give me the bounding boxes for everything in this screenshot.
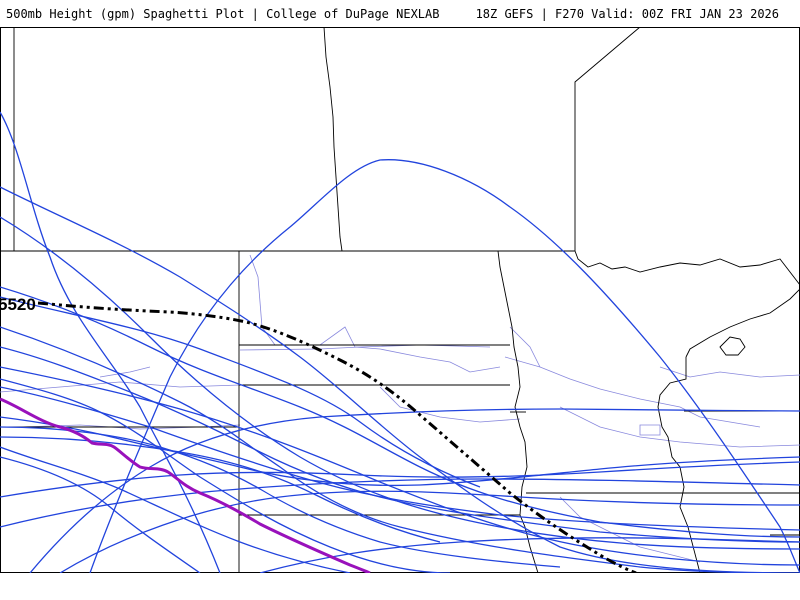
member-contour bbox=[0, 478, 800, 528]
member-contour bbox=[0, 456, 201, 573]
member-contour bbox=[0, 416, 800, 487]
model-run-info: 18Z GEFS | F270 Valid: 00Z FRI JAN 23 20… bbox=[475, 7, 779, 21]
member-contour bbox=[0, 446, 351, 573]
state-border bbox=[574, 27, 641, 251]
state-border bbox=[323, 27, 343, 252]
river-line bbox=[249, 254, 501, 373]
map-canvas: 5520 bbox=[0, 27, 800, 573]
member-contour bbox=[0, 378, 451, 573]
highlighted-member-contour bbox=[0, 397, 371, 573]
road-line bbox=[239, 344, 491, 351]
state-border bbox=[657, 357, 701, 573]
map-title: 500mb Height (gpm) Spaghetti Plot | Coll… bbox=[6, 7, 440, 21]
member-contour bbox=[59, 490, 800, 573]
member-contour bbox=[0, 461, 800, 498]
member-contour bbox=[0, 286, 800, 538]
ensemble-member-contours bbox=[0, 111, 800, 573]
river-line bbox=[509, 326, 541, 368]
road-line bbox=[99, 366, 151, 378]
member-contour bbox=[0, 436, 441, 543]
map-panel: 5520 bbox=[0, 27, 800, 573]
lake-shore bbox=[685, 288, 800, 358]
road-line bbox=[379, 386, 521, 423]
road-line bbox=[504, 356, 761, 428]
city-marker bbox=[639, 424, 661, 436]
member-contour bbox=[0, 366, 800, 566]
contour-value-label: 5520 bbox=[0, 295, 36, 314]
member-contour bbox=[0, 426, 561, 568]
member-contour bbox=[0, 296, 481, 488]
state-border bbox=[574, 250, 800, 286]
lake-outline bbox=[719, 336, 746, 356]
road-line bbox=[559, 406, 800, 448]
member-contour bbox=[259, 537, 800, 573]
river-line bbox=[559, 496, 701, 563]
member-contour bbox=[0, 216, 800, 550]
member-contour bbox=[89, 159, 800, 573]
member-contour bbox=[0, 346, 800, 543]
member-contour bbox=[0, 386, 800, 531]
member-contour bbox=[0, 186, 800, 573]
member-contour bbox=[0, 326, 800, 573]
road-line bbox=[0, 381, 241, 393]
road-line bbox=[659, 366, 800, 378]
state-borders bbox=[0, 27, 800, 573]
state-border bbox=[497, 250, 539, 573]
